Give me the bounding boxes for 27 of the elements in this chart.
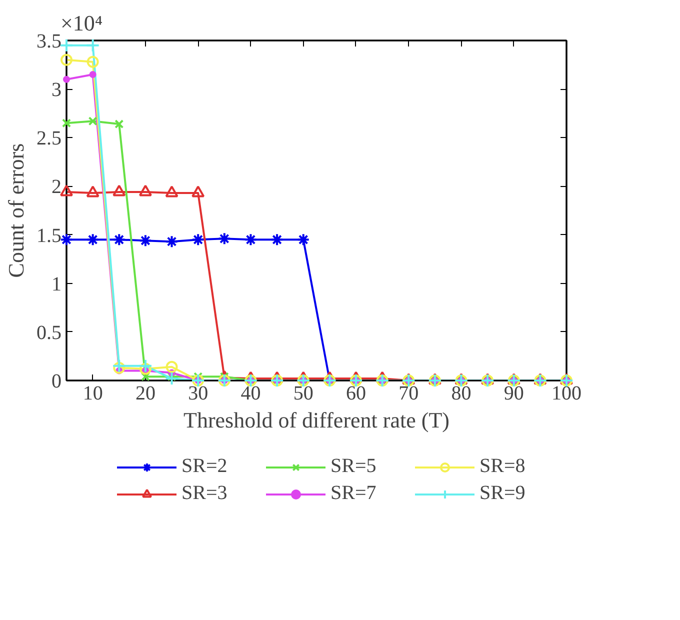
x-tick-label: 10 [82, 382, 103, 404]
x-tick-label: 90 [504, 382, 524, 404]
x-tick-label: 30 [188, 382, 208, 404]
y-axis-title: Count of errors [4, 143, 28, 278]
x-tick-label: 20 [135, 382, 156, 404]
y-tick-label: 0.5 [36, 322, 62, 344]
x-tick-label: 40 [240, 382, 261, 404]
y-tick-label: 3.5 [36, 30, 62, 52]
legend-label: SR=5 [330, 455, 378, 478]
x-tick-label: 80 [451, 382, 472, 404]
legend-label: SR=3 [182, 482, 228, 505]
x-tick-label: 50 [293, 382, 314, 404]
legend-label: SR=8 [480, 455, 526, 478]
legend-label: SR=9 [480, 482, 526, 505]
x-tick-label: 70 [398, 382, 419, 404]
legend-label: SR=7 [330, 482, 378, 505]
x-axis-title: Threshold of different rate (T) [184, 408, 450, 432]
y-tick-label: 0 [52, 370, 62, 392]
x-tick-label: 100 [552, 382, 582, 404]
y-tick-label: 2.5 [36, 128, 62, 150]
text: ×10⁴ [60, 10, 103, 36]
y-tick-label: 1.5 [36, 224, 62, 247]
y-tick-label: 1 [52, 273, 62, 296]
y-tick-label: 2 [52, 176, 62, 198]
x-tick-label: 60 [346, 382, 366, 404]
y-tick-label: 3 [52, 79, 62, 102]
legend-label: SR=2 [182, 455, 228, 478]
